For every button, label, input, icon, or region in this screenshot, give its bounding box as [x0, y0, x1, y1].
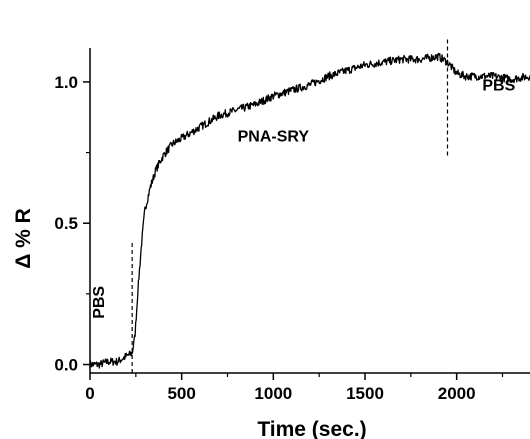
- y-tick-label: 1.0: [54, 73, 78, 92]
- annotation-2: PNA-SRY: [238, 128, 310, 145]
- data-series-line: [89, 52, 530, 369]
- x-axis-title: Time (sec.): [257, 418, 366, 439]
- x-tick-label: 2000: [438, 384, 476, 403]
- x-tick-label: 500: [167, 384, 195, 403]
- axes: [83, 48, 530, 380]
- annotation-1: PBS: [91, 286, 108, 319]
- labels: 0 500 1000 1500 2000 0.0 0.5 1.0 Time (sec.) Δ % …: [12, 73, 516, 439]
- y-tick-label: 0.0: [54, 356, 78, 375]
- x-tick-label: 0: [85, 384, 94, 403]
- y-axis-title: Δ % R: [12, 208, 35, 269]
- x-tick-label: 1000: [254, 384, 292, 403]
- y-tick-label: 0.5: [54, 214, 78, 233]
- x-tick-label: 1500: [346, 384, 384, 403]
- plot-area: [89, 39, 530, 373]
- annotation-3: PBS: [482, 77, 515, 94]
